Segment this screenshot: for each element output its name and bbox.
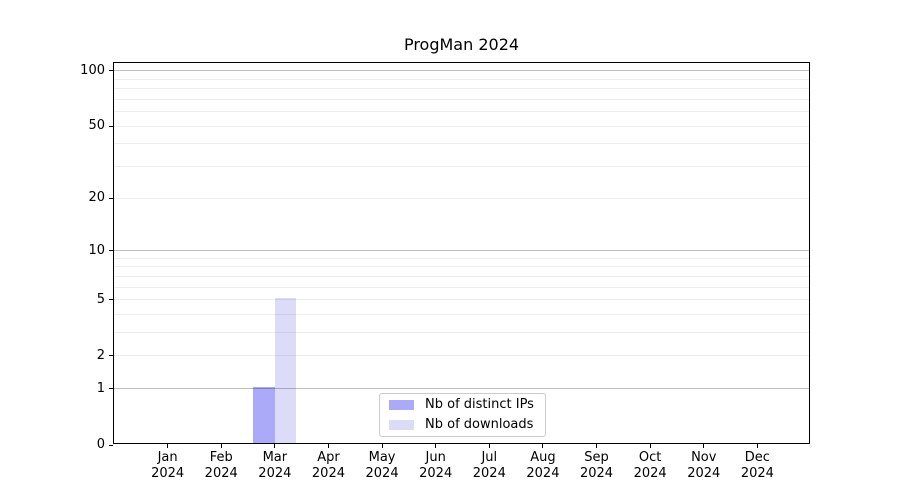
x-tick-label: Jun 2024 xyxy=(396,450,476,482)
gridline xyxy=(114,299,809,301)
x-tick-mark xyxy=(649,444,651,448)
x-tick-month: Sep xyxy=(584,450,609,465)
gridline xyxy=(114,98,809,100)
gridline xyxy=(114,197,809,199)
x-tick-year: 2024 xyxy=(365,466,399,481)
x-tick-year: 2024 xyxy=(258,466,292,481)
gridline xyxy=(114,143,809,145)
gridline xyxy=(114,266,809,268)
x-tick-year: 2024 xyxy=(633,466,667,481)
y-tick-mark xyxy=(109,355,113,357)
x-tick-month: Apr xyxy=(317,450,340,465)
x-tick-year: 2024 xyxy=(419,466,453,481)
gridline xyxy=(114,313,809,315)
x-tick-year: 2024 xyxy=(526,466,560,481)
legend: Nb of distinct IPs Nb of downloads xyxy=(379,393,546,437)
legend-label-distinct-ips: Nb of distinct IPs xyxy=(425,397,534,413)
gridline xyxy=(114,111,809,113)
x-tick-mark xyxy=(542,444,544,448)
gridline-decade xyxy=(114,388,809,390)
y-tick-mark xyxy=(109,299,113,301)
x-tick-mark xyxy=(756,444,758,448)
x-tick-label: Jan 2024 xyxy=(128,450,208,482)
plot-area: 0 1 2 5 10 20 50 100 Jan 2024 Feb 2024 Mar 2024 Apr 202… xyxy=(80,62,810,481)
x-tick-month: Jun xyxy=(425,450,446,465)
x-tick-year: 2024 xyxy=(311,466,345,481)
legend-label-downloads: Nb of downloads xyxy=(425,416,534,432)
downloads-swatch-icon xyxy=(389,419,414,430)
legend-item-downloads: Nb of downloads xyxy=(380,417,545,434)
gridline xyxy=(114,355,809,357)
legend-item-distinct-ips: Nb of distinct IPs xyxy=(380,397,545,414)
x-tick-mark xyxy=(703,444,705,448)
distinct-ips-swatch-icon xyxy=(389,400,414,411)
x-tick-mark xyxy=(381,444,383,448)
x-tick-year: 2024 xyxy=(740,466,774,481)
x-tick-label: Apr 2024 xyxy=(288,450,368,482)
x-tick-year: 2024 xyxy=(151,466,185,481)
y-tick-mark xyxy=(109,197,113,199)
chart-title: ProgMan 2024 xyxy=(403,35,520,54)
x-tick-label: Dec 2024 xyxy=(717,450,797,482)
y-tick-mark xyxy=(109,70,113,72)
x-tick-label: Nov 2024 xyxy=(664,450,744,482)
gridline xyxy=(114,78,809,80)
x-tick-month: Nov xyxy=(691,450,717,465)
x-tick-month: Jan xyxy=(157,450,178,465)
y-tick-label: 1 xyxy=(96,380,105,396)
x-tick-mark xyxy=(488,444,490,448)
x-tick-mark xyxy=(327,444,329,448)
x-tick-mark xyxy=(220,444,222,448)
x-tick-label: May 2024 xyxy=(342,450,422,482)
x-tick-mark xyxy=(435,444,437,448)
x-tick-month: Jul xyxy=(481,450,498,465)
x-tick-mark xyxy=(596,444,598,448)
x-tick-month: May xyxy=(368,450,396,465)
y-tick-label: 100 xyxy=(80,62,105,78)
gridline-decade xyxy=(114,70,809,72)
y-tick-label: 2 xyxy=(96,347,105,363)
x-tick-year: 2024 xyxy=(204,466,238,481)
x-tick-label: Oct 2024 xyxy=(610,450,690,482)
x-tick-label: Mar 2024 xyxy=(235,450,315,482)
y-tick-label: 0 xyxy=(96,437,105,452)
x-tick-month: Oct xyxy=(638,450,662,465)
x-tick-month: Aug xyxy=(530,450,556,465)
y-tick-label: 20 xyxy=(88,190,105,206)
y-tick-label: 5 xyxy=(96,291,105,307)
x-tick-mark xyxy=(274,444,276,448)
gridline xyxy=(114,125,809,127)
y-tick-mark xyxy=(109,250,113,251)
x-tick-year: 2024 xyxy=(472,466,506,481)
y-tick-mark xyxy=(109,444,113,446)
x-tick-label: Jul 2024 xyxy=(449,450,529,482)
x-tick-label: Aug 2024 xyxy=(503,450,583,482)
x-tick-month: Feb xyxy=(209,450,233,465)
x-tick-label: Sep 2024 xyxy=(557,450,637,482)
gridline xyxy=(114,332,809,334)
x-tick-mark xyxy=(167,444,169,448)
x-tick-year: 2024 xyxy=(579,466,614,481)
gridline xyxy=(114,286,809,288)
bar-distinct-ips xyxy=(253,386,275,443)
x-tick-label: Feb 2024 xyxy=(181,450,261,482)
y-tick-mark xyxy=(109,125,113,127)
gridline xyxy=(114,257,809,259)
gridline xyxy=(114,165,809,167)
y-tick-label: 10 xyxy=(88,242,105,258)
x-tick-month: Dec xyxy=(744,450,770,465)
y-tick-mark xyxy=(109,388,113,390)
gridline xyxy=(114,88,809,90)
y-tick-label: 50 xyxy=(88,118,105,134)
x-tick-year: 2024 xyxy=(687,466,721,481)
gridline-decade xyxy=(114,250,809,251)
gridline xyxy=(114,275,809,277)
x-tick-month: Mar xyxy=(262,450,288,465)
bar-downloads xyxy=(274,297,297,443)
